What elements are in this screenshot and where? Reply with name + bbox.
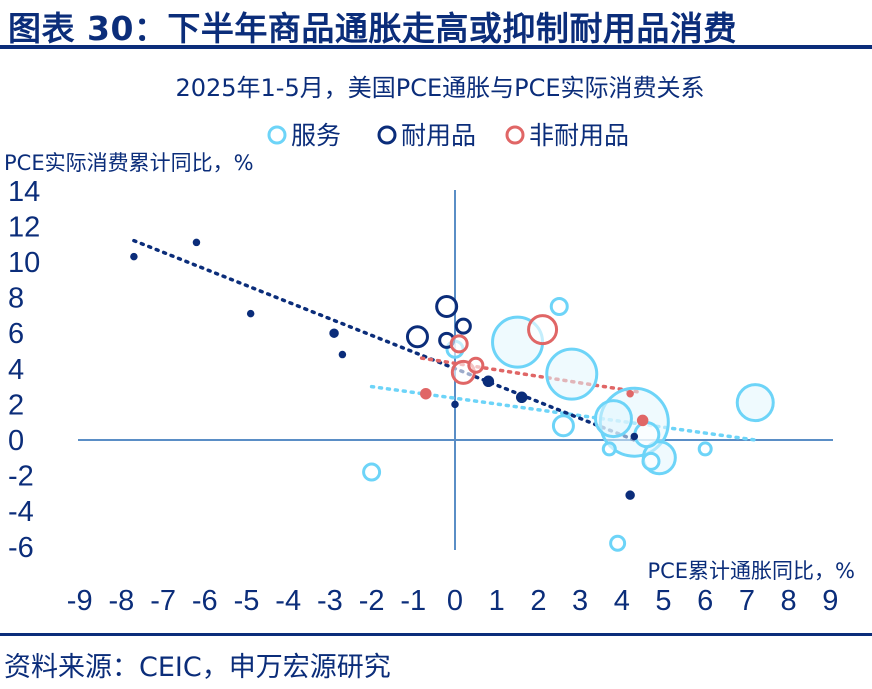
x-tick-0: 0 — [447, 585, 463, 617]
x-tick--9: -9 — [67, 585, 93, 617]
x-tick--2: -2 — [359, 585, 385, 617]
point-services-6 — [633, 421, 661, 449]
point-durable-10 — [192, 238, 201, 247]
point-services-9 — [641, 451, 661, 471]
trendline-services — [369, 384, 757, 442]
x-tick-4: 4 — [614, 585, 630, 617]
x-tick-1: 1 — [489, 585, 505, 617]
x-tick--5: -5 — [234, 585, 260, 617]
legend-label-durable: 耐用品 — [401, 121, 476, 150]
point-nondurable-2 — [449, 334, 469, 354]
y-tick-0: 0 — [8, 425, 24, 457]
legend-label-nondurable: 非耐用品 — [529, 121, 629, 150]
report-header: 图表 30：下半年商品通胀走高或抑制耐用品消费 — [0, 0, 872, 48]
legend-marker-nondurable — [505, 125, 525, 145]
y-tick-6: 6 — [8, 318, 24, 350]
x-tick-5: 5 — [655, 585, 671, 617]
point-durable-11 — [130, 252, 138, 261]
point-services-13 — [601, 441, 617, 457]
x-tick-6: 6 — [697, 585, 713, 617]
point-services-4 — [593, 399, 633, 439]
figure-title: 图表 30：下半年商品通胀走高或抑制耐用品消费 — [8, 9, 737, 48]
point-services-12 — [697, 441, 713, 457]
point-durable-13 — [630, 432, 639, 441]
point-durable-0 — [405, 325, 429, 349]
trendline-nondurable — [419, 356, 641, 394]
source-note: 资料来源：CEIC，申万宏源研究 — [4, 652, 391, 683]
point-services-10 — [362, 462, 382, 482]
y-tick-2: 2 — [8, 389, 24, 421]
point-nondurable-6 — [626, 389, 634, 398]
x-tick--3: -3 — [317, 585, 343, 617]
point-durable-7 — [329, 328, 339, 338]
trendline-durable — [132, 238, 637, 442]
y-tick-10: 10 — [8, 247, 40, 279]
y-tick-4: 4 — [8, 354, 24, 386]
x-tick--1: -1 — [400, 585, 426, 617]
point-durable-1 — [435, 295, 459, 318]
y-tick-12: 12 — [8, 211, 40, 243]
x-tick-2: 2 — [530, 585, 546, 617]
point-nondurable-0 — [527, 314, 559, 346]
point-durable-6 — [451, 400, 459, 409]
point-services-11 — [609, 534, 627, 552]
x-tick--7: -7 — [150, 585, 176, 617]
point-services-8 — [549, 297, 569, 316]
y-tick--6: -6 — [8, 532, 34, 564]
point-services-2 — [545, 347, 599, 401]
x-axis-label: PCE累计通胀同比，% — [647, 559, 855, 583]
chart-subtitle: 2025年1-5月，美国PCE通胀与PCE实际消费关系 — [175, 74, 704, 102]
legend-marker-services — [267, 125, 287, 145]
point-durable-9 — [246, 309, 255, 318]
point-nondurable-3 — [467, 356, 485, 374]
x-tick--8: -8 — [109, 585, 135, 617]
legend-marker-durable — [377, 125, 397, 145]
y-tick--2: -2 — [8, 461, 34, 493]
legend-label-services: 服务 — [291, 121, 341, 150]
point-durable-3 — [454, 317, 472, 335]
trendlines — [132, 238, 757, 442]
data-points — [130, 238, 775, 552]
point-nondurable-5 — [636, 414, 649, 427]
header-rule — [0, 45, 872, 49]
point-nondurable-4 — [420, 387, 432, 400]
x-tick-7: 7 — [739, 585, 755, 617]
x-tick-3: 3 — [572, 585, 588, 617]
x-tick--4: -4 — [275, 585, 301, 617]
scatter-chart: 2025年1-5月，美国PCE通胀与PCE实际消费关系 服务 耐用品 非耐用品 PC… — [4, 74, 855, 617]
y-tick-14: 14 — [8, 176, 40, 208]
point-durable-5 — [515, 391, 528, 404]
point-services-3 — [735, 383, 775, 423]
x-tick-9: 9 — [822, 585, 838, 617]
y-tick-8: 8 — [8, 283, 24, 315]
point-durable-4 — [482, 375, 495, 388]
x-tick-labels: -9 -8 -7 -6 -5 -4 -3 -2 -1 0 1 2 3 4 5 6 7 8 9 — [67, 585, 839, 617]
x-tick-8: 8 — [781, 585, 797, 617]
point-durable-12 — [625, 490, 635, 500]
footer-rule — [0, 633, 872, 636]
chart-legend: 服务 耐用品 非耐用品 — [267, 121, 629, 150]
y-tick--4: -4 — [8, 496, 34, 528]
point-services-7 — [551, 414, 575, 438]
point-durable-8 — [338, 350, 347, 359]
y-axis-label: PCE实际消费累计同比，% — [4, 151, 254, 175]
x-tick--6: -6 — [192, 585, 218, 617]
